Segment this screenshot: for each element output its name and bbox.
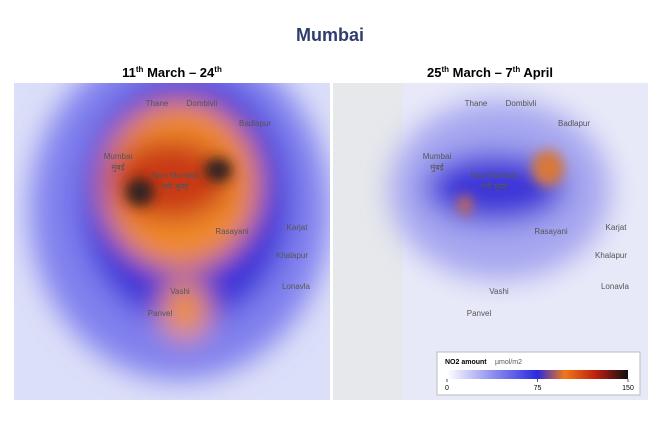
panel-title: 11th March – 24th (122, 65, 222, 81)
map-label: Mumbai (423, 152, 452, 161)
title-part: 11 (122, 65, 136, 80)
map-label: Thane (465, 99, 488, 108)
map-label: Rasayani (215, 227, 249, 236)
title-part: th (214, 65, 222, 74)
map-label: Vashi (170, 287, 190, 296)
map-label: Dombivli (506, 99, 537, 108)
title-part: 25 (427, 65, 441, 80)
title-part: March – 7 (449, 65, 513, 80)
map-label: Khalapur (595, 251, 627, 260)
panel-title: 25th March – 7th April (427, 65, 553, 81)
title-part: th (136, 65, 144, 74)
map-label: Mumbai (104, 152, 133, 161)
map-label: Thane (146, 99, 169, 108)
map-label: Badlapur (558, 119, 590, 128)
map-label: मुंबई (430, 162, 444, 173)
title-part: th (513, 65, 521, 74)
map-label: नवी मुंबई (162, 181, 190, 192)
map-label: नवी मुंबई (481, 181, 509, 192)
map-label: Karjat (287, 223, 309, 232)
color-scale (447, 370, 628, 379)
map-label: Badlapur (239, 119, 271, 128)
title-part: March – 24 (143, 65, 215, 80)
title-part: th (442, 65, 450, 74)
map-label: Lonavla (601, 282, 630, 291)
title: Mumbai (296, 25, 364, 45)
title-part: April (520, 65, 553, 80)
map-label: Dombivli (187, 99, 218, 108)
map-left (14, 83, 330, 400)
map-label: Vashi (489, 287, 509, 296)
legend: NO2 amount µmol/m2 (436, 351, 641, 396)
map-label: Rasayani (534, 227, 568, 236)
map-label: मुंबई (111, 162, 125, 173)
legend-tick-label: 75 (534, 385, 542, 392)
map-label: Navi Mumbai (471, 171, 518, 180)
map-label: Khalapur (276, 251, 308, 260)
map-label: Navi Mumbai (152, 171, 199, 180)
map-label: Karjat (606, 223, 628, 232)
legend-tick-label: 0 (445, 385, 449, 392)
map-right (333, 83, 648, 400)
map-label: Panvel (467, 309, 492, 318)
map-label: Lonavla (282, 282, 311, 291)
legend-tick-label: 150 (622, 385, 634, 392)
legend-title: NO2 amount (445, 359, 487, 366)
map-label: Panvel (148, 309, 173, 318)
legend-unit: µmol/m2 (495, 359, 522, 366)
